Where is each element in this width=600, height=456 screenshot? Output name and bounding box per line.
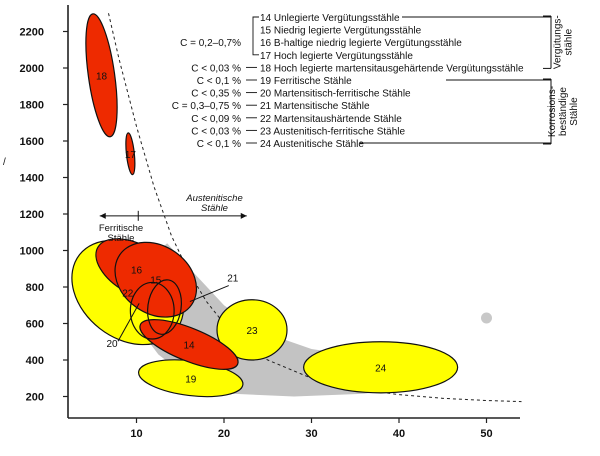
x-tick-label: 10: [130, 428, 142, 440]
legend-row-text: 18 Hoch legierte martensitausgehärtende …: [260, 63, 524, 74]
austenitic-label-line1: Austenitische: [185, 193, 243, 204]
legend-row-condition: C < 0,35 %: [191, 89, 241, 100]
region-label-18: 18: [96, 71, 108, 82]
region-18: [85, 13, 118, 138]
y-tick-label: 1600: [20, 136, 44, 148]
region-14: [139, 319, 239, 370]
legend-group-label: Stähle: [569, 97, 580, 126]
legend-row-text: 20 Martensitisch-ferritische Stähle: [260, 89, 411, 100]
x-tick-label: 30: [305, 428, 317, 440]
ferritic-label-line1: Ferritische: [99, 223, 143, 234]
region-20: [129, 281, 175, 340]
legend: 14 Unlegierte Vergütungsstähle 15 Niedrig…: [172, 13, 580, 150]
region-24: [303, 341, 459, 394]
callout-label-20: 20: [106, 339, 118, 350]
legend-row-condition: C = 0,2–0,7%: [180, 38, 241, 49]
callout-line-20: [117, 303, 140, 342]
region-label-19: 19: [185, 374, 197, 385]
legend-row-text: 24 Austenitische Stähle: [260, 139, 364, 150]
austenitic-label-line2: Stähle: [201, 203, 228, 214]
legend-row-text: 16 B-haltige niedrig legierte Vergütungs…: [260, 38, 462, 49]
legend-group-label: Vergütungs-: [553, 15, 564, 69]
y-tick-label: 600: [26, 319, 44, 331]
x-tick-label: 40: [393, 428, 405, 440]
legend-group-label: Korrosions-: [547, 86, 558, 137]
legend-row-condition: C < 0,03 %: [191, 126, 241, 137]
region-label-layer: 18 17 22 19 23 24 16 15 14: [96, 71, 387, 385]
x-tick-label: 20: [218, 428, 230, 440]
region-label-16: 16: [131, 266, 143, 277]
region-label-23: 23: [246, 326, 258, 337]
outline-region-layer: [129, 279, 182, 340]
x-tick-label: 50: [480, 428, 492, 440]
range-arrow-left-head: [99, 212, 106, 219]
y-tick-label: 800: [26, 282, 44, 294]
region-label-15: 15: [150, 276, 162, 287]
y-axis-stub: /: [3, 157, 6, 168]
legend-row-condition: C < 0,03 %: [191, 63, 241, 74]
region-label-17: 17: [125, 150, 137, 161]
region-label-14: 14: [183, 340, 195, 351]
legend-row-text: 22 Martensitaushärtende Stähle: [260, 114, 402, 125]
legend-condition-bracket: [252, 16, 259, 56]
y-tick-label: 2200: [20, 27, 44, 39]
y-tick-label: 1400: [20, 173, 44, 185]
legend-row-text: 17 Hoch legierte Vergütungsstähle: [260, 51, 413, 62]
tick-layer: 10 20 30 40 50 200 400 600 800 1000 1200 1400 1600 18…: [20, 27, 493, 441]
legend-row-text: 15 Niedrig legierte Vergütungsstähle: [260, 26, 422, 37]
region-label-24: 24: [375, 363, 387, 374]
region-label-22: 22: [122, 288, 134, 299]
callout-line-21: [189, 285, 229, 303]
callout-label-21: 21: [227, 274, 239, 285]
y-tick-label: 1000: [20, 246, 44, 258]
legend-row-text: 14 Unlegierte Vergütungsstähle: [260, 13, 400, 24]
y-tick-label: 200: [26, 392, 44, 404]
legend-group-label: beständige: [558, 87, 569, 136]
legend-row-condition: C < 0,1 %: [197, 76, 241, 87]
axes: [67, 5, 520, 419]
region-17: [125, 132, 136, 176]
range-arrow-right-head: [240, 212, 247, 219]
gray-point: [481, 312, 492, 324]
region-21: [147, 279, 182, 335]
legend-row-condition: C < 0,09 %: [191, 114, 241, 125]
legend-row-text: 23 Austenitisch-ferritische Stähle: [260, 126, 406, 137]
legend-row-text: 19 Ferritische Stähle: [260, 76, 352, 87]
y-tick-label: 2000: [20, 63, 44, 75]
legend-row-condition: C = 0,3–0,75 %: [172, 101, 241, 112]
y-tick-label: 400: [26, 355, 44, 367]
legend-row-condition: C < 0,1 %: [197, 139, 241, 150]
legend-group-label: stähle: [564, 28, 575, 55]
y-tick-label: 1800: [20, 100, 44, 112]
region-23: [216, 299, 288, 361]
y-tick-label: 1200: [20, 209, 44, 221]
ferritic-label-line2: Stähle: [108, 233, 135, 244]
legend-row-text: 21 Martensitische Stähle: [260, 101, 370, 112]
